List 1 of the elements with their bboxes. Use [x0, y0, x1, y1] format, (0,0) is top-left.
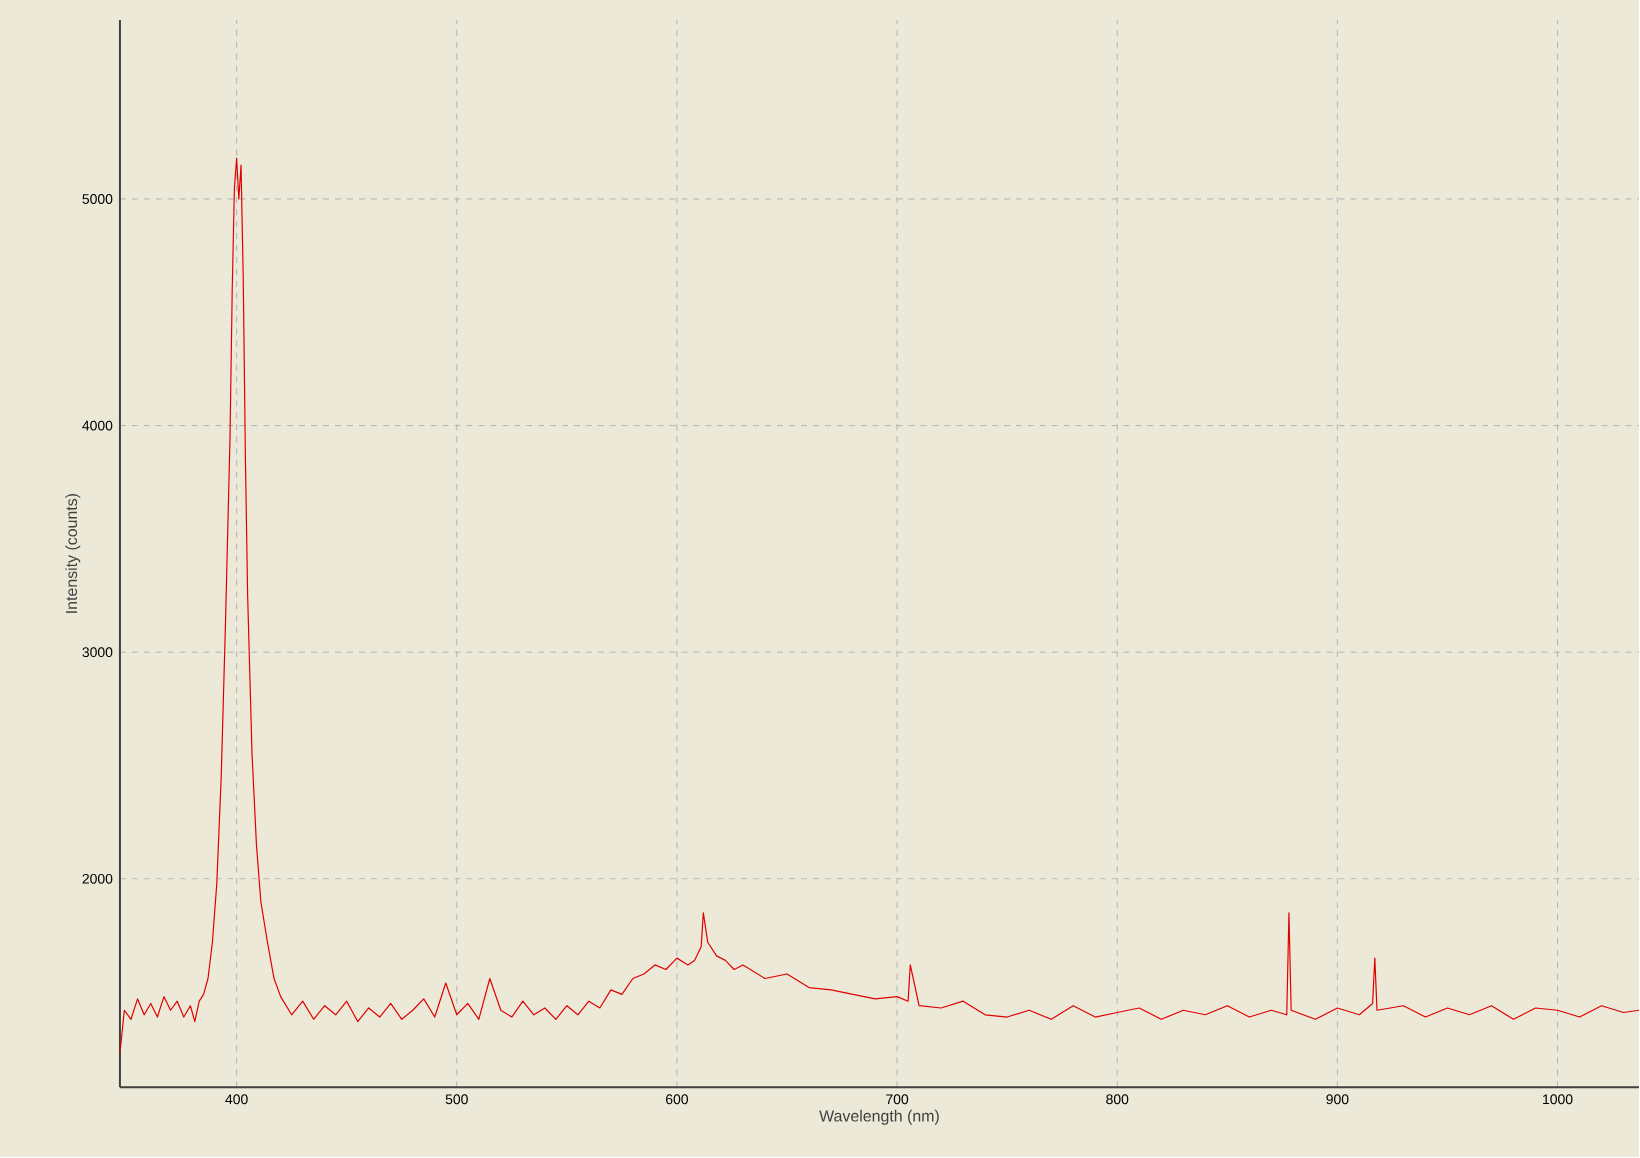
line-series	[119, 157, 1639, 1055]
